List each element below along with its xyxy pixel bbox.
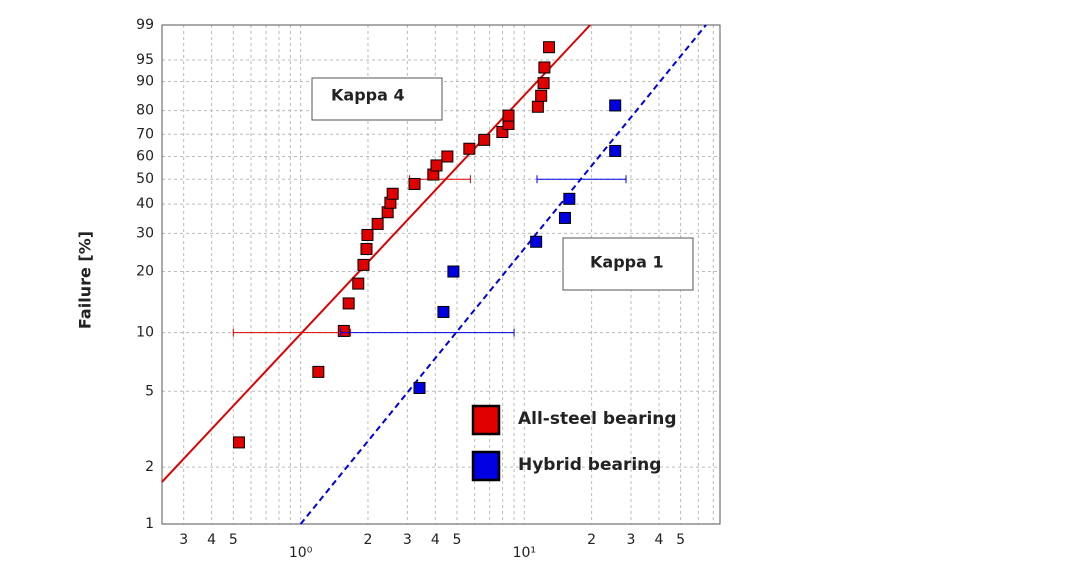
y-tick-label: 1	[145, 516, 154, 532]
legend-label: All-steel bearing	[518, 409, 677, 429]
point	[357, 258, 370, 271]
point	[531, 100, 544, 113]
legend-swatch	[471, 404, 501, 436]
y-tick-label: 70	[136, 126, 154, 142]
point	[530, 235, 543, 248]
y-axis-label: Failure [%]	[76, 231, 95, 329]
point	[609, 99, 622, 112]
point	[478, 133, 491, 146]
x-tick-label: 10⁰	[289, 545, 313, 561]
x-tick-label: 2	[363, 532, 372, 548]
point	[447, 265, 460, 278]
interval	[536, 175, 627, 184]
point	[352, 277, 365, 290]
x-tick-label: 2	[587, 532, 596, 548]
y-tick-label: 95	[136, 52, 154, 68]
annotation-box	[562, 237, 694, 291]
point	[312, 365, 325, 378]
legend-label: Hybrid bearing	[518, 455, 661, 475]
point	[538, 61, 551, 74]
y-tick-label: 80	[136, 103, 154, 119]
point	[496, 125, 509, 138]
point	[441, 150, 454, 163]
point	[535, 89, 548, 102]
point	[437, 305, 450, 318]
y-tick-label: 5	[145, 383, 154, 399]
point	[342, 297, 355, 310]
x-tick-label: 4	[207, 532, 216, 548]
x-tick-label: 10¹	[513, 545, 536, 561]
y-tick-label: 60	[136, 148, 154, 164]
fit-line	[299, 24, 707, 525]
point	[408, 177, 421, 190]
x-tick-label: 3	[179, 532, 188, 548]
y-tick-label: 20	[136, 264, 154, 280]
point	[360, 242, 373, 255]
point	[430, 159, 443, 172]
point	[563, 192, 576, 205]
point	[337, 324, 350, 337]
annotation: Kappa 4	[331, 86, 405, 105]
y-tick-label: 40	[136, 196, 154, 212]
point	[537, 77, 550, 90]
point	[371, 217, 384, 230]
point	[543, 41, 556, 54]
point	[386, 187, 399, 200]
y-tick-label: 2	[145, 459, 154, 475]
x-tick-label: 5	[229, 532, 238, 548]
legend-swatch	[471, 450, 501, 482]
plot-frame	[161, 24, 721, 525]
y-tick-label: 50	[136, 171, 154, 187]
point	[361, 228, 374, 241]
y-tick-label: 10	[136, 325, 154, 341]
x-tick-label: 5	[676, 532, 685, 548]
x-tick-label: 3	[403, 532, 412, 548]
y-tick-label: 30	[136, 225, 154, 241]
x-tick-label: 4	[654, 532, 663, 548]
x-tick-label: 4	[431, 532, 440, 548]
point	[232, 436, 245, 449]
x-tick-label: 5	[452, 532, 461, 548]
interval	[232, 328, 351, 337]
point	[502, 109, 515, 122]
interval	[340, 328, 515, 337]
y-tick-label: 99	[136, 17, 154, 33]
point	[463, 142, 476, 155]
annotation-box	[311, 77, 443, 121]
point	[413, 381, 426, 394]
fit-line	[161, 24, 591, 483]
point	[609, 144, 622, 157]
y-tick-label: 90	[136, 73, 154, 89]
point	[558, 211, 571, 224]
annotation: Kappa 1	[590, 253, 664, 272]
x-tick-label: 3	[627, 532, 636, 548]
